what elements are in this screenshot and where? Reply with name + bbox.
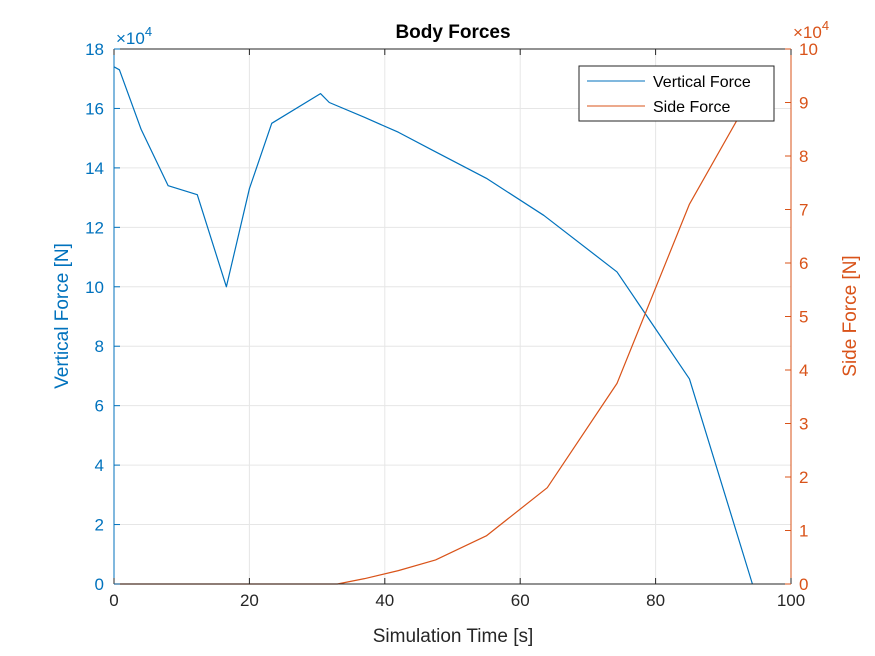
y-left-tick-label: 18	[85, 40, 104, 59]
y-left-tick-label: 0	[95, 575, 104, 594]
series-line-side-force	[114, 102, 748, 585]
y-left-tick-label: 14	[85, 159, 104, 178]
y-right-exponent-label: ×104	[793, 18, 829, 42]
y-axis-left-label: Vertical Force [N]	[52, 243, 73, 389]
svg-text:×104: ×104	[793, 18, 829, 42]
chart-title: Body Forces	[395, 22, 510, 43]
x-tick-label: 20	[240, 591, 259, 610]
legend-label-side-force: Side Force	[653, 99, 730, 116]
legend: Vertical Force Side Force	[578, 65, 775, 122]
y-right-exponent-power: 4	[822, 18, 829, 33]
y-axis-right-label: Side Force [N]	[840, 255, 861, 376]
y-right-tick-label: 2	[799, 468, 808, 487]
y-left-tick-label: 6	[95, 397, 104, 416]
axes	[113, 48, 792, 585]
x-axis-label: Simulation Time [s]	[373, 626, 534, 647]
y-left-tick-label: 2	[95, 516, 104, 535]
x-tick-label: 0	[109, 591, 118, 610]
y-right-tick-label: 3	[799, 415, 808, 434]
x-tick-label: 40	[375, 591, 394, 610]
x-tick-label: 80	[646, 591, 665, 610]
x-tick-label: 60	[511, 591, 530, 610]
x-tick-label: 100	[777, 591, 805, 610]
y-right-tick-label: 6	[799, 254, 808, 273]
y-left-exponent-label: ×104	[116, 24, 152, 48]
grid-lines	[114, 49, 791, 584]
y-right-tick-label: 9	[799, 94, 808, 113]
y-left-tick-label: 8	[95, 337, 104, 356]
y-right-tick-label: 0	[799, 575, 808, 594]
y-left-tick-label: 10	[85, 278, 104, 297]
y-left-tick-label: 16	[85, 99, 104, 118]
y-right-tick-label: 10	[799, 40, 818, 59]
y-right-tick-label: 5	[799, 308, 808, 327]
series-lines	[113, 66, 753, 585]
legend-label-vertical-force: Vertical Force	[653, 74, 751, 91]
y-left-exponent-base: ×10	[116, 29, 145, 48]
series-line-vertical-force	[113, 66, 753, 585]
y-right-exponent-base: ×10	[793, 23, 822, 42]
y-right-tick-label: 1	[799, 522, 808, 541]
y-right-tick-label: 4	[799, 361, 808, 380]
legend-box	[578, 65, 775, 122]
y-right-tick-label: 7	[799, 201, 808, 220]
y-left-tick-label: 4	[95, 456, 104, 475]
plot-area	[114, 49, 791, 584]
y-left-exponent-power: 4	[145, 24, 152, 39]
y-left-tick-label: 12	[85, 218, 104, 237]
y-right-tick-label: 8	[799, 147, 808, 166]
svg-text:×104: ×104	[116, 24, 152, 48]
